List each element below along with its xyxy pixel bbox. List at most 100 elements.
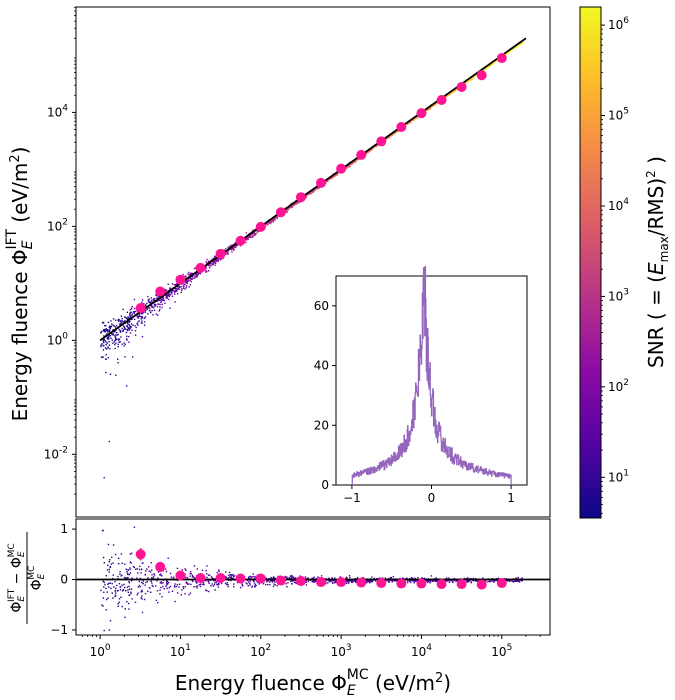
main-scatter-point — [234, 242, 236, 244]
residual-binned-mean-marker — [295, 576, 306, 587]
residual-scatter-point — [156, 590, 159, 592]
main-y-tick-label: 100 — [47, 331, 68, 347]
main-scatter-point — [134, 334, 137, 336]
residual-scatter-point — [305, 579, 307, 582]
residual-scatter-point — [107, 564, 109, 566]
main-scatter-point — [161, 299, 163, 301]
residual-scatter-point — [112, 574, 114, 576]
residual-scatter-point — [246, 583, 248, 585]
residual-scatter-point — [149, 587, 151, 589]
residual-y-tick-label: 0 — [60, 573, 68, 587]
main-scatter-point — [135, 310, 137, 313]
main-scatter-point — [197, 273, 199, 275]
residual-scatter-point — [107, 597, 109, 599]
residual-scatter-point — [347, 582, 350, 584]
main-scatter-point — [115, 374, 117, 376]
main-scatter-point — [247, 237, 249, 240]
main-scatter-point — [182, 273, 184, 276]
main-scatter-point — [114, 347, 116, 350]
main-scatter-point — [147, 295, 149, 298]
main-scatter-point — [125, 325, 128, 327]
main-scatter-point — [233, 249, 235, 251]
residual-scatter-point — [250, 576, 252, 579]
main-scatter-point — [167, 283, 169, 285]
main-scatter-point — [151, 299, 153, 302]
main-scatter-point — [137, 324, 139, 326]
main-scatter-point — [147, 299, 149, 301]
main-scatter-point — [195, 272, 197, 275]
residual-scatter-point — [253, 576, 256, 578]
residual-scatter-point — [228, 571, 231, 574]
main-scatter-point — [205, 269, 207, 272]
residual-scatter-point — [137, 586, 139, 588]
residual-scatter-point — [392, 580, 394, 582]
residual-scatter-point — [409, 580, 411, 582]
main-scatter-point — [245, 241, 247, 244]
main-scatter-point — [143, 303, 145, 305]
main-scatter-point — [184, 275, 186, 277]
main-scatter-point — [273, 217, 275, 220]
residual-scatter-point — [252, 576, 254, 578]
residual-scatter-point — [233, 583, 235, 585]
main-scatter-point — [102, 356, 104, 358]
main-scatter-point — [127, 316, 129, 318]
residual-scatter-point — [103, 586, 105, 588]
residual-scatter-point — [129, 572, 132, 574]
main-scatter-point — [489, 64, 492, 66]
main-scatter-point — [191, 277, 193, 279]
residual-scatter-point — [141, 611, 144, 614]
main-scatter-point — [168, 295, 170, 298]
residual-binned-mean-marker — [255, 573, 266, 584]
residual-scatter-point — [470, 581, 472, 583]
main-scatter-point — [293, 203, 296, 205]
main-scatter-point — [149, 309, 151, 312]
main-scatter-point — [179, 286, 181, 288]
residual-scatter-point — [108, 561, 110, 563]
residual-scatter-point — [109, 620, 112, 622]
residual-scatter-point — [196, 582, 198, 584]
residual-scatter-point — [213, 584, 216, 586]
main-scatter-point — [190, 278, 192, 280]
residual-y-axis-label: ΦEIFT − ΦEMC ΦEMC — [7, 532, 47, 624]
residual-scatter-point — [205, 570, 207, 572]
main-binned-mean-marker — [215, 248, 226, 259]
residual-scatter-point — [151, 584, 153, 587]
main-scatter-point — [483, 68, 485, 71]
residual-scatter-point — [225, 571, 227, 573]
residual-scatter-point — [101, 530, 104, 532]
main-scatter-point — [106, 333, 108, 335]
main-scatter-point — [100, 331, 102, 333]
main-scatter-point — [139, 315, 141, 318]
residual-scatter-point — [491, 580, 493, 582]
main-scatter-point — [133, 298, 136, 301]
main-scatter-point — [444, 95, 447, 98]
residual-scatter-point — [290, 576, 293, 579]
residual-scatter-point — [132, 565, 135, 568]
main-scatter-point — [515, 46, 518, 48]
main-binned-mean-marker — [235, 235, 246, 246]
main-scatter-point — [231, 248, 233, 250]
residual-scatter-point — [206, 565, 208, 567]
residual-scatter-point — [195, 581, 197, 583]
residual-scatter-point — [150, 562, 152, 564]
residual-scatter-point — [320, 575, 323, 577]
main-scatter-point — [141, 317, 143, 319]
residual-scatter-point — [517, 579, 520, 582]
residual-scatter-point — [417, 577, 419, 579]
residual-scatter-point — [276, 584, 278, 587]
main-scatter-point — [512, 48, 514, 50]
residual-scatter-point — [305, 584, 308, 586]
residual-scatter-point — [234, 575, 236, 577]
main-binned-mean-marker — [436, 95, 447, 106]
main-scatter-point — [117, 358, 119, 360]
residual-scatter-point — [105, 609, 107, 611]
residual-scatter-point — [348, 581, 350, 583]
main-scatter-point — [157, 295, 160, 297]
main-scatter-point — [141, 316, 143, 318]
main-scatter-point — [135, 326, 137, 329]
main-binned-mean-marker — [356, 149, 367, 160]
main-scatter-point — [464, 82, 466, 84]
residual-scatter-point — [138, 568, 141, 571]
residual-scatter-point — [406, 577, 408, 579]
main-scatter-point — [111, 323, 113, 325]
